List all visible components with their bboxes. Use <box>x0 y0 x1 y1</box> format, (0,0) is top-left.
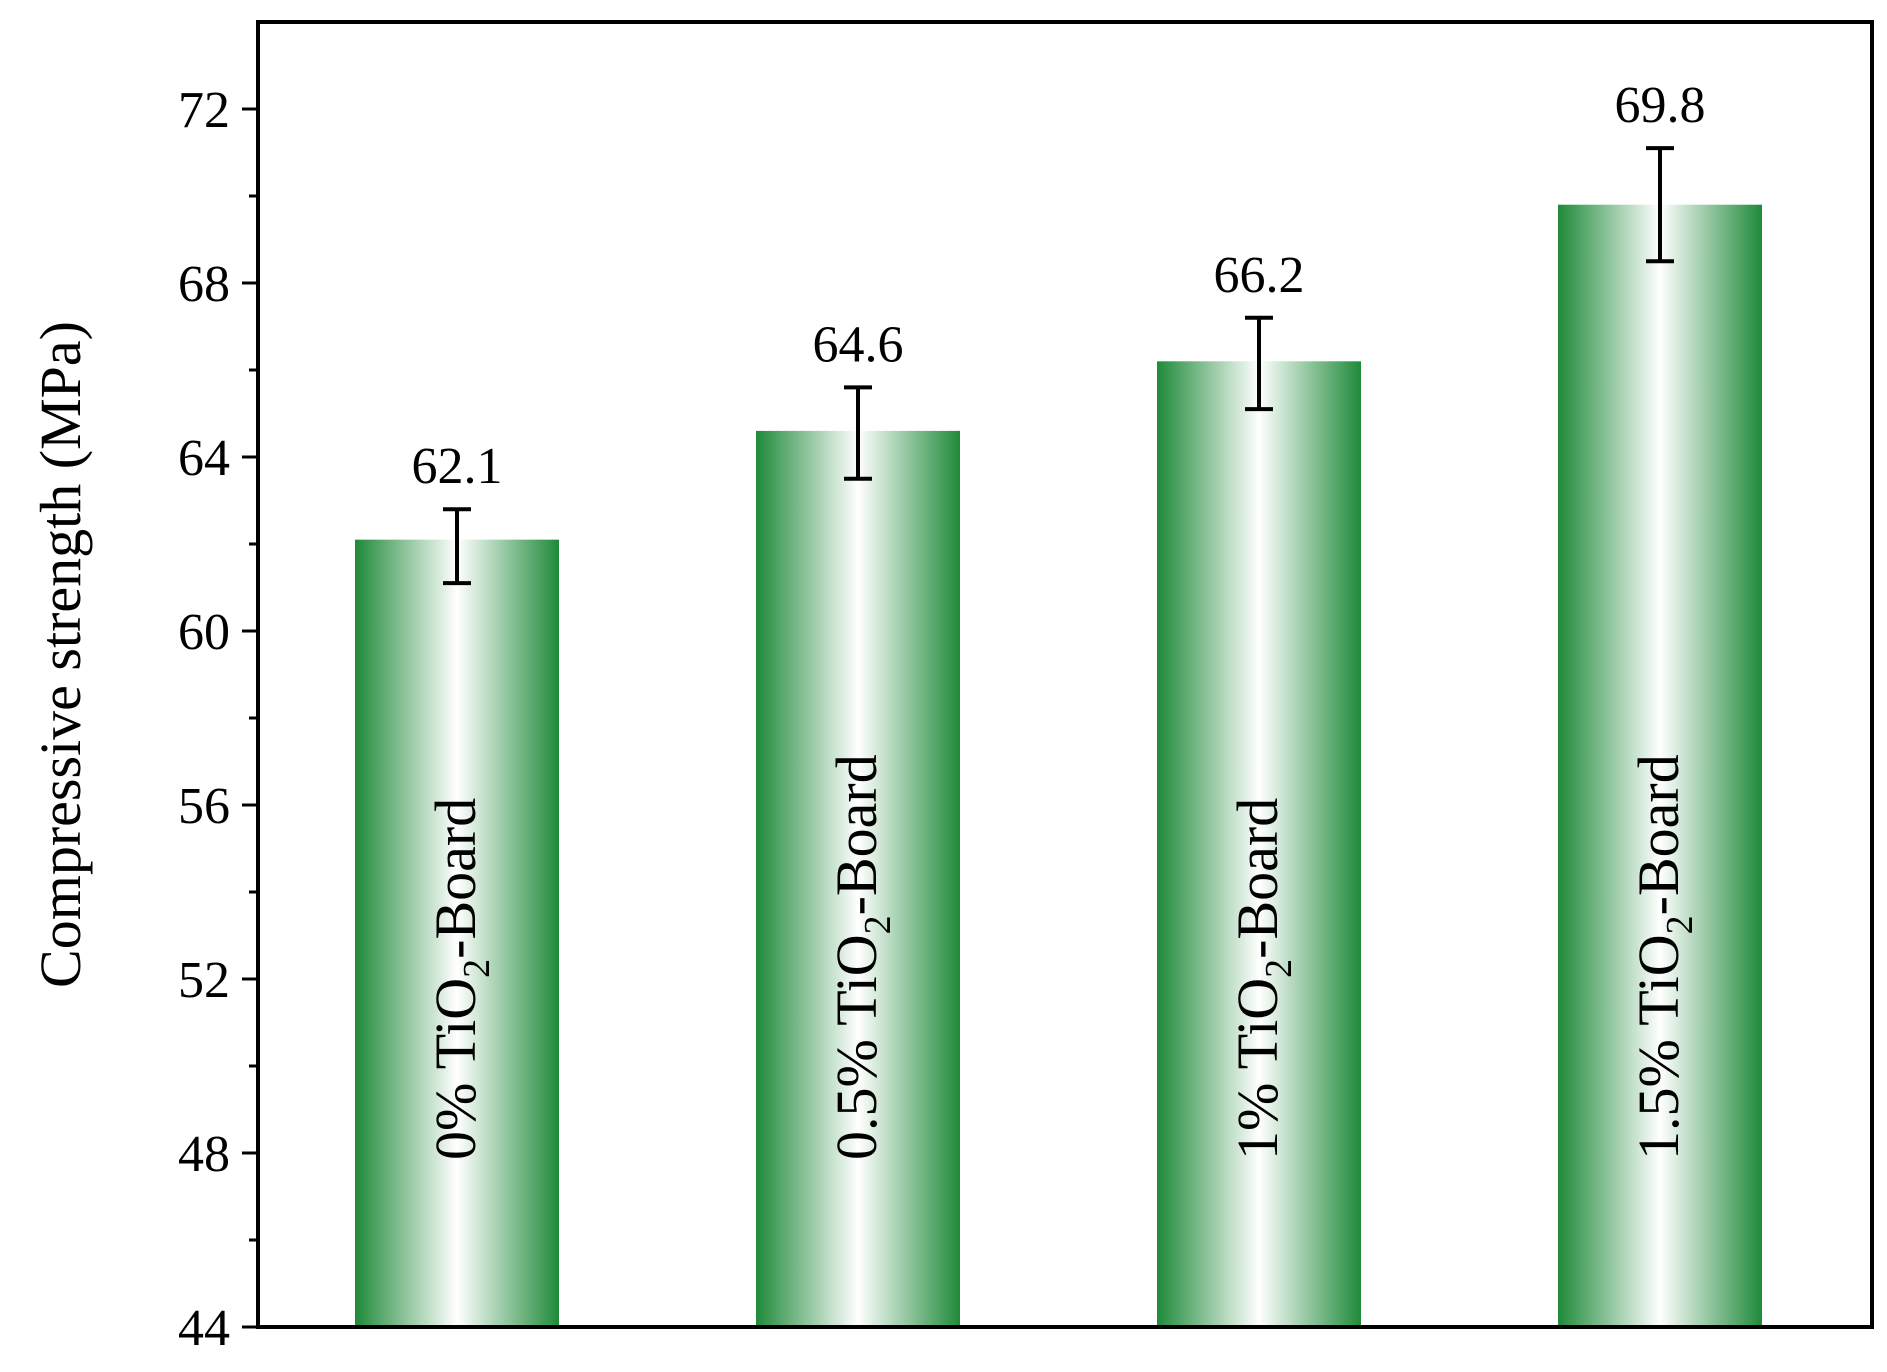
y-tick-label: 44 <box>178 1300 230 1357</box>
value-label: 66.2 <box>1214 247 1305 304</box>
bar <box>1558 204 1762 1328</box>
bar-labels-layer: 0% TiO2-Board 0.5% TiO2-Board 1% TiO2-Boar… <box>423 754 1701 1160</box>
error-bars-layer <box>443 146 1674 586</box>
error-bar <box>1646 146 1674 264</box>
y-tick-label: 48 <box>178 1126 230 1183</box>
bar <box>355 539 559 1327</box>
category-label: 0% TiO2-Board <box>423 798 498 1160</box>
value-labels-layer: 62.1 64.6 66.2 69.8 <box>412 77 1706 495</box>
category-label: 0.5% TiO2-Board <box>824 754 899 1160</box>
y-tick-label: 72 <box>178 82 230 139</box>
value-label: 69.8 <box>1615 77 1706 134</box>
bars-layer <box>355 204 1762 1328</box>
category-label: 1% TiO2-Board <box>1225 798 1300 1160</box>
y-tick-label: 64 <box>178 430 230 487</box>
y-tick-label: 56 <box>178 778 230 835</box>
plot-frame <box>256 20 1874 1329</box>
y-tick-label: 60 <box>178 604 230 661</box>
bar <box>1157 361 1361 1327</box>
y-axis-title: Compressive strength (MPa) <box>28 321 93 988</box>
error-bar <box>443 507 471 586</box>
error-bar <box>1245 315 1273 412</box>
y-tick-label: 68 <box>178 256 230 313</box>
y-tick-label: 52 <box>178 952 230 1009</box>
bar <box>756 430 960 1327</box>
value-label: 64.6 <box>813 316 904 373</box>
error-bar <box>844 385 872 481</box>
value-label: 62.1 <box>412 438 503 495</box>
category-label: 1.5% TiO2-Board <box>1626 754 1701 1160</box>
y-axis-ticks: 44 48 52 56 60 64 68 72 <box>178 82 258 1357</box>
